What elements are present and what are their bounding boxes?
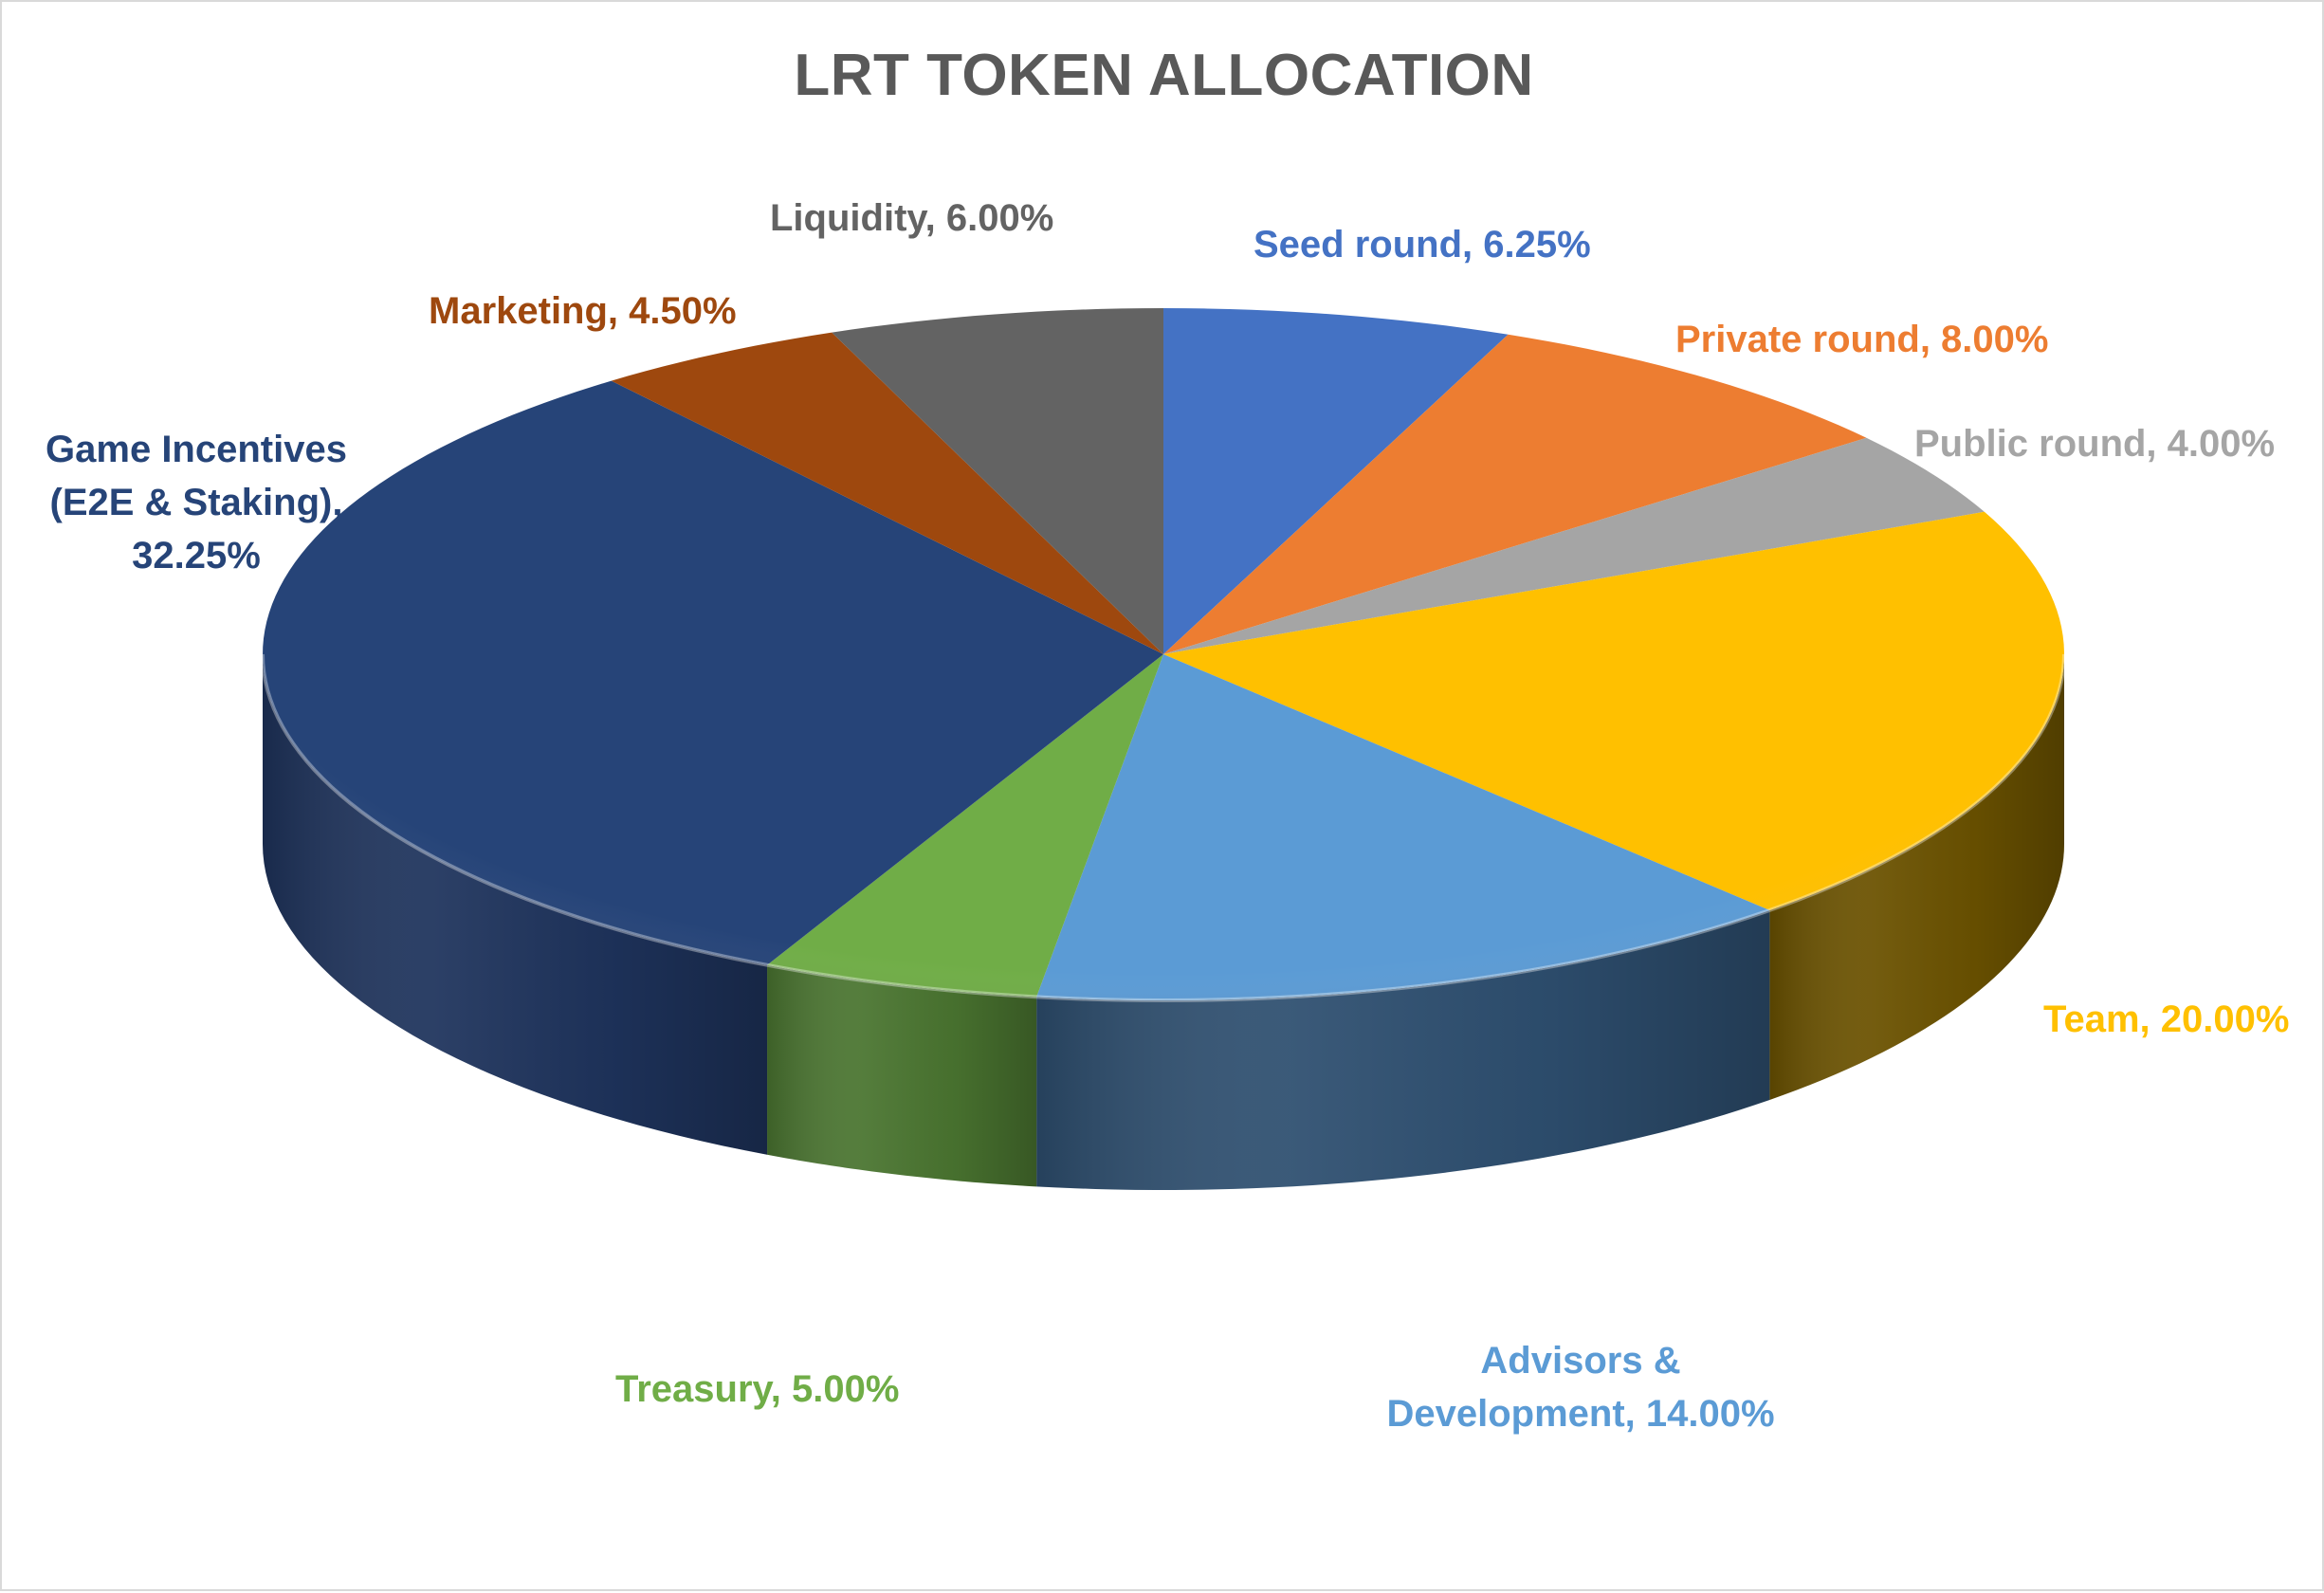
pie-rim-line [261, 653, 2066, 1003]
label-game-line1: Game Incentives [46, 429, 347, 470]
pie-side-shade-treasury [767, 964, 1037, 1187]
label-game-line2: (E2E & Staking), [49, 482, 343, 523]
pie-rim-highlight [261, 308, 2066, 1003]
label-game-incentives: Game Incentives (E2E & Staking), 32.25% [30, 423, 362, 582]
label-private-round: Private round, 8.00% [1675, 319, 2049, 360]
pie-side-shade-game-incentives-e2e-staking [263, 654, 768, 1155]
label-liquidity: Liquidity, 6.00% [770, 197, 1054, 239]
pie-side-shade-team [1769, 654, 2064, 1100]
label-treasury: Treasury, 5.00% [615, 1368, 900, 1410]
label-advisors-development: Advisors & Development, 14.00% [1382, 1334, 1780, 1440]
label-public-round: Public round, 4.00% [1914, 423, 2276, 465]
label-marketing: Marketing, 4.50% [429, 290, 737, 332]
chart-title: LRT TOKEN ALLOCATION [794, 43, 1534, 108]
label-seed-round: Seed round, 6.25% [1253, 224, 1591, 266]
label-advisors-line2: Development, 14.00% [1386, 1393, 1775, 1435]
label-advisors-line1: Advisors & [1480, 1340, 1681, 1382]
pie-side-walls [263, 654, 2064, 1190]
label-team: Team, 20.00% [2043, 998, 2290, 1040]
label-game-line3: 32.25% [132, 535, 261, 577]
pie-side-shade-advisors-development [1036, 909, 1770, 1190]
pie-top-bevel [263, 308, 2064, 1000]
